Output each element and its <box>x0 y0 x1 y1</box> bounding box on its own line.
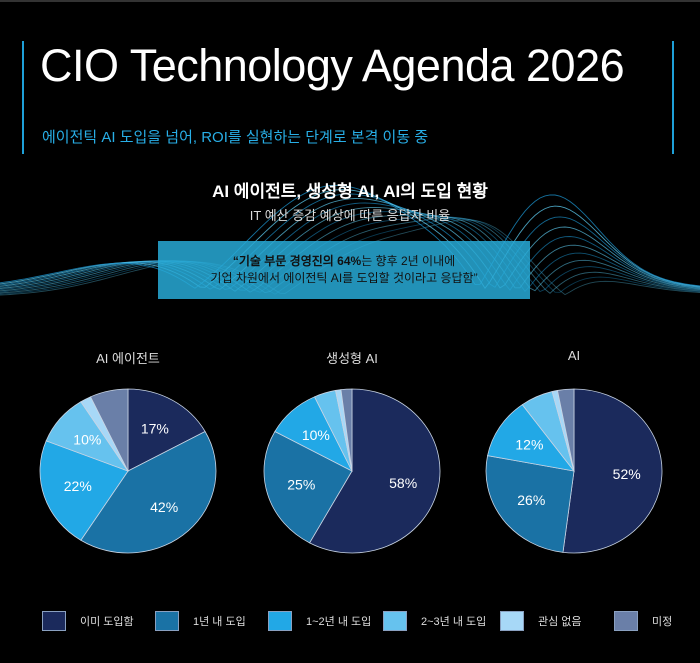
legend-label: 관심 없음 <box>538 616 582 628</box>
pie-slice <box>127 388 206 472</box>
pie-title-ai: AI <box>567 348 581 363</box>
pie-title-ai-agent: AI 에이전트 <box>96 351 160 366</box>
pie-label: 42% <box>150 499 178 515</box>
pie-label: 25% <box>287 477 315 493</box>
quote-line2: 기업 차원에서 에이전틱 AI를 도입할 것이라고 응답함” <box>210 271 478 285</box>
legend-label: 1~2년 내 도입 <box>306 616 372 628</box>
wave-line <box>0 184 700 289</box>
wave-line <box>0 211 700 292</box>
legend-label: 이미 도입함 <box>80 616 134 628</box>
pie-slice <box>263 430 353 544</box>
page-title: CIO Technology Agenda 2026 <box>40 40 625 91</box>
legend-item: 1년 내 도입 <box>155 611 246 631</box>
legend-item: 1~2년 내 도입 <box>268 611 371 631</box>
pie-label: 17% <box>141 421 169 437</box>
page-subtitle: 에이전틱 AI 도입을 넘어, ROI를 실현하는 단계로 본격 이동 중 <box>42 129 429 146</box>
pie-label: 10% <box>302 427 330 443</box>
pie-label: 10% <box>73 432 101 448</box>
legend-swatch <box>155 611 179 631</box>
legend-swatch <box>500 611 524 631</box>
pie-label: 52% <box>613 466 641 482</box>
chart-subtitle: IT 예산 증감 예상에 따른 응답자 비율 <box>249 208 451 223</box>
quote-box: “기술 부문 경영진의 64%는 향후 2년 이내에 기업 차원에서 에이전틱 … <box>158 241 530 299</box>
pie-slice <box>309 388 441 554</box>
pie-slice <box>340 388 353 472</box>
legend-item: 관심 없음 <box>500 611 582 631</box>
legend: 이미 도입함 1년 내 도입 1~2년 내 도입 2~3년 내 도입 관심 없음… <box>0 611 700 635</box>
pie-slice <box>487 404 575 472</box>
wave-line <box>0 202 700 291</box>
pie-label: 26% <box>517 492 545 508</box>
chart-title: AI 에이전트, 생성형 AI, AI의 도입 현황 <box>212 182 488 201</box>
legend-swatch <box>268 611 292 631</box>
pie-label: 22% <box>64 478 92 494</box>
legend-swatch <box>42 611 66 631</box>
legend-swatch <box>383 611 407 631</box>
pie-slice <box>485 455 575 553</box>
pie-title-genai: 생성형 AI <box>326 351 378 366</box>
wave-line <box>0 214 700 293</box>
pie-slice <box>39 440 129 541</box>
legend-item: 2~3년 내 도입 <box>383 611 486 631</box>
legend-label: 1년 내 도입 <box>193 616 246 628</box>
legend-item: 미정 <box>614 611 672 631</box>
pie-label: 58% <box>389 475 417 491</box>
pie-label: 12% <box>515 437 543 453</box>
quote-line1: 는 향후 2년 이내에 <box>361 254 456 268</box>
wave-line <box>0 207 700 292</box>
legend-label: 2~3년 내 도입 <box>421 616 487 628</box>
left-accent-bar <box>22 41 24 154</box>
pie-slice <box>89 388 129 472</box>
right-accent-bar <box>672 41 674 154</box>
legend-item: 이미 도입함 <box>42 611 134 631</box>
pie-slice <box>562 388 663 554</box>
wave-decoration <box>0 184 700 296</box>
pie-slice <box>80 430 217 554</box>
pie-charts: 17% 42% 22% 10% 58% 25% 10% 52% 26% 12% <box>39 388 663 554</box>
legend-swatch <box>614 611 638 631</box>
top-border <box>0 0 700 2</box>
legend-label: 미정 <box>652 616 673 628</box>
quote-highlight: “기술 부문 경영진의 64% <box>232 254 362 268</box>
wave-line <box>0 217 700 294</box>
pie-slice <box>557 388 575 472</box>
wave-line <box>0 216 700 293</box>
